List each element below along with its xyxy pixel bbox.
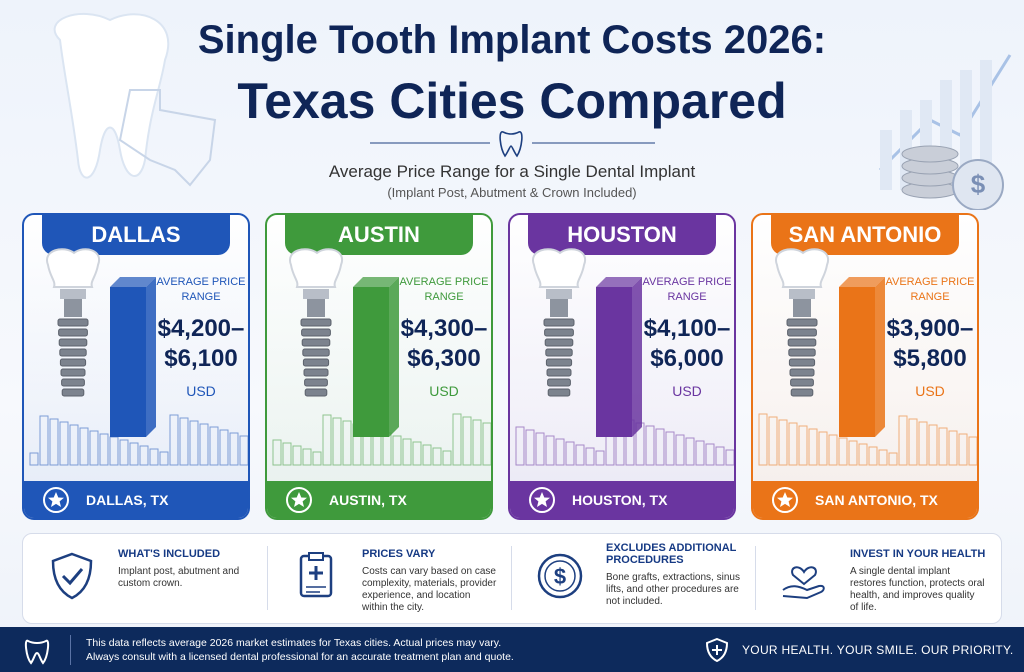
price-label: AVERAGE PRICE RANGE <box>399 276 489 303</box>
price-low: $4,300– <box>400 315 488 342</box>
city-name: AUSTIN <box>285 215 473 255</box>
info-text: A single dental implant restores functio… <box>850 566 985 613</box>
currency: USD <box>915 383 945 399</box>
info-text: Costs can vary based on case complexity,… <box>362 566 497 613</box>
shield-icon <box>706 638 728 662</box>
city-location: DALLAS, TX <box>86 492 169 508</box>
info-title: INVEST IN YOUR HEALTH <box>850 548 986 560</box>
info-icon <box>291 550 341 607</box>
city-card: DALLAS AVERAGE PRICE RANGE $4,200– $6,100 U… <box>22 213 250 520</box>
subtitle: Average Price Range for a Single Dental … <box>328 162 696 181</box>
city-footer: SAN ANTONIO, TX <box>753 481 977 518</box>
footer: This data reflects average 2026 market e… <box>0 627 1024 672</box>
note: (Implant Post, Abutment & Crown Included… <box>387 185 637 200</box>
currency: USD <box>186 383 216 399</box>
currency: USD <box>429 383 459 399</box>
price-label: AVERAGE PRICE RANGE <box>156 276 246 303</box>
disclaimer-line: Always consult with a licensed dental pr… <box>86 651 514 663</box>
illustration <box>267 215 491 490</box>
price-label: AVERAGE PRICE RANGE <box>885 276 975 303</box>
separator <box>70 635 71 665</box>
implant-and-bar <box>515 248 734 466</box>
price-high: $6,000 <box>650 345 724 372</box>
separator <box>511 546 512 610</box>
city-footer: AUSTIN, TX <box>267 481 491 518</box>
price-low: $4,100– <box>643 315 731 342</box>
price-label: AVERAGE PRICE RANGE <box>642 276 732 303</box>
icon: $ <box>537 553 583 599</box>
info-text: Bone grafts, extractions, sinus lifts, a… <box>606 572 740 607</box>
disclaimer-line: This data reflects average 2026 market e… <box>86 637 502 649</box>
city-card: SAN ANTONIO AVERAGE PRICE RANGE $3,900– $5… <box>751 213 979 520</box>
city-location: SAN ANTONIO, TX <box>815 492 938 508</box>
icon <box>782 566 825 600</box>
city-name: SAN ANTONIO <box>771 215 959 255</box>
info-icon <box>779 550 829 607</box>
star-badge <box>43 487 69 513</box>
city-footer: HOUSTON, TX <box>510 481 734 518</box>
city-name: HOUSTON <box>528 215 716 255</box>
title: Single Tooth Implant Costs 2026: <box>197 18 827 62</box>
city-footer: DALLAS, TX <box>24 481 248 518</box>
svg-text:$: $ <box>554 564 566 589</box>
illustration <box>753 215 977 490</box>
title: Texas Cities Compared <box>237 73 787 129</box>
illustration <box>24 215 248 490</box>
price-low: $4,200– <box>157 315 245 342</box>
price-high: $6,300 <box>407 345 481 372</box>
city-card: HOUSTON AVERAGE PRICE RANGE $4,100– $6,000… <box>508 213 736 520</box>
svg-text:$: $ <box>971 169 986 199</box>
info-title: EXCLUDES ADDITIONAL PROCEDURES <box>606 542 737 566</box>
illustration <box>510 215 734 490</box>
star-badge <box>286 487 312 513</box>
city-location: HOUSTON, TX <box>572 492 668 508</box>
info-text: Implant post, abutment and custom crown. <box>118 566 240 589</box>
price-high: $6,100 <box>164 345 238 372</box>
star-badge <box>772 487 798 513</box>
separator <box>755 546 756 610</box>
implant-and-bar <box>758 248 977 466</box>
currency: USD <box>672 383 702 399</box>
separator <box>267 546 268 610</box>
background-art: $ <box>53 12 1012 210</box>
icon <box>299 552 333 598</box>
disclaimer: This data reflects average 2026 market e… <box>86 636 514 664</box>
tooth-icon <box>24 639 50 665</box>
city-card: AUSTIN AVERAGE PRICE RANGE $4,300– $6,300 U… <box>265 213 493 520</box>
info-title: WHAT'S INCLUDED <box>118 548 221 560</box>
implant-and-bar <box>272 248 491 466</box>
city-name: DALLAS <box>42 215 230 255</box>
icon <box>51 552 93 600</box>
price-low: $3,900– <box>886 315 974 342</box>
slogan: YOUR HEALTH. YOUR SMILE. OUR PRIORITY. <box>742 643 1014 657</box>
star-badge <box>529 487 555 513</box>
info-icon: $ <box>535 550 585 607</box>
info-strip: WHAT'S INCLUDED Implant post, abutment an… <box>22 533 1002 624</box>
implant-and-bar <box>29 248 248 466</box>
info-title: PRICES VARY <box>362 548 436 560</box>
info-icon <box>47 550 97 607</box>
city-location: AUSTIN, TX <box>329 492 407 508</box>
price-high: $5,800 <box>893 345 967 372</box>
